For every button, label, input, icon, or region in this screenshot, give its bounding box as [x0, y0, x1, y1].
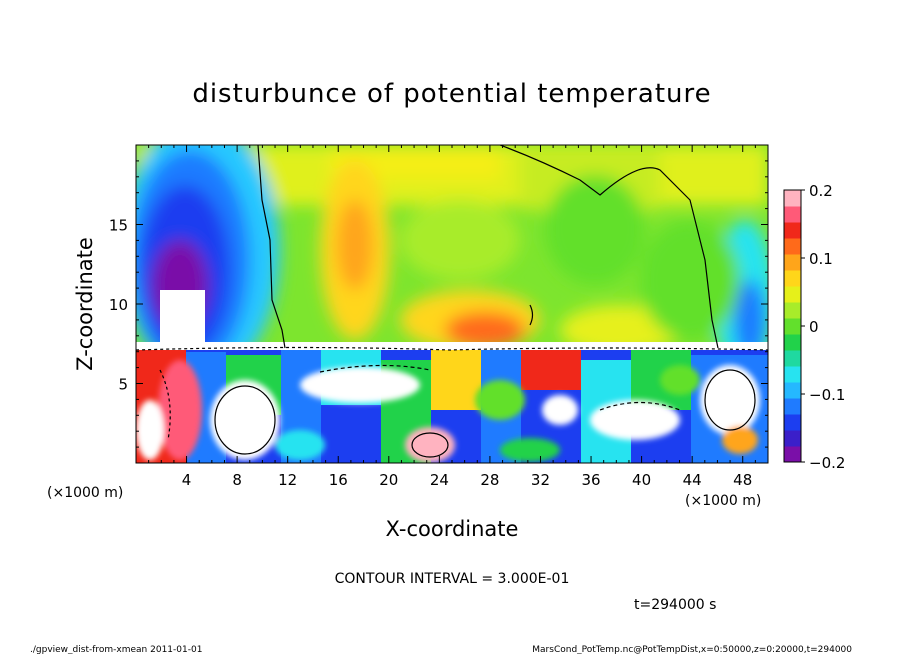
colorbar-cell [784, 318, 801, 335]
x-tick-label: 12 [278, 471, 297, 489]
colorbar-cell [784, 238, 801, 255]
colorbar-cell [784, 254, 801, 271]
colorbar-cell [784, 366, 801, 383]
x-tick-label: 20 [379, 471, 398, 489]
x-tick-label: 40 [632, 471, 651, 489]
y-tick-label: 15 [109, 217, 128, 235]
x-tick-label: 4 [182, 471, 192, 489]
colorbar-cell [784, 286, 801, 303]
colorbar-tick-label: 0.1 [809, 250, 833, 268]
colorbar-tick-label: −0.1 [809, 386, 845, 404]
x-axis: 4 8 12 16 20 24 28 32 36 40 44 48 [148, 145, 756, 489]
y-tick-label: 10 [109, 296, 128, 314]
x-unit-left: (×1000 m) [47, 485, 123, 501]
colorbar-cell [784, 430, 801, 447]
colorbar-cell [784, 222, 801, 239]
x-tick-label: 44 [683, 471, 702, 489]
footer-left: ./gpview_dist-from-xmean 2011-01-01 [30, 645, 202, 654]
colorbar-cell [784, 302, 801, 319]
x-axis-label: X-coordinate [386, 517, 519, 541]
colorbar-cell [784, 270, 801, 287]
colorbar: 0.2 0.1 0 −0.1 −0.2 [783, 182, 845, 472]
colorbar-cell [784, 414, 801, 431]
colorbar-tick-label: 0.2 [809, 182, 833, 200]
contour-interval-note: CONTOUR INTERVAL = 3.000E-01 [335, 571, 570, 587]
x-tick-label: 36 [581, 471, 600, 489]
colorbar-tick-label: −0.2 [809, 454, 845, 472]
x-tick-label: 8 [232, 471, 242, 489]
colorbar-cell [784, 206, 801, 223]
x-tick-label: 48 [733, 471, 752, 489]
x-tick-label: 24 [430, 471, 449, 489]
colorbar-cell [784, 398, 801, 415]
x-tick-label: 32 [531, 471, 550, 489]
contour-lines [136, 145, 768, 458]
time-stamp: t=294000 s [634, 597, 716, 613]
x-tick-label: 28 [480, 471, 499, 489]
colorbar-tick-label: 0 [809, 318, 819, 336]
colorbar-cell [784, 190, 801, 207]
y-tick-label: 5 [118, 376, 128, 394]
x-tick-label: 16 [329, 471, 348, 489]
y-axis-label: Z-coordinate [73, 237, 97, 371]
colorbar-cell [784, 446, 801, 463]
y-axis: 5 10 15 [109, 160, 768, 448]
colorbar-cell [784, 382, 801, 399]
colorbar-cell [784, 334, 801, 351]
x-unit-right: (×1000 m) [685, 493, 761, 509]
heatmap-field [136, 145, 768, 463]
colorbar-cell [784, 350, 801, 367]
footer-right: MarsCond_PotTemp.nc@PotTempDist,x=0:5000… [532, 645, 852, 654]
chart-title: disturbunce of potential temperature [192, 79, 711, 109]
